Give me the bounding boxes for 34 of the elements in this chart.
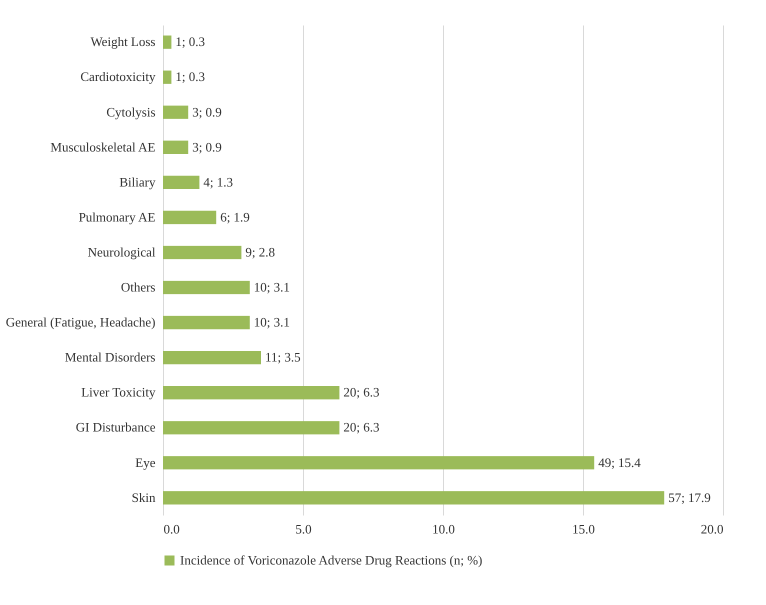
x-tick-label: 10.0: [432, 522, 455, 536]
x-tick-label: 0.0: [164, 522, 180, 536]
y-tick-label: Weight Loss: [90, 34, 156, 50]
data-label: 49; 15.4: [598, 454, 642, 470]
data-label: 11; 3.5: [265, 350, 301, 365]
y-tick-label: Others: [120, 280, 156, 295]
data-label: 6; 1.9: [220, 209, 250, 224]
y-tick-label: Liver Toxicity: [81, 384, 156, 400]
x-tick-label: 5.0: [295, 522, 312, 536]
data-label: 1; 0.3: [175, 34, 206, 50]
data-label: 3; 0.9: [192, 104, 222, 120]
y-tick-label: GI Disturbance: [76, 420, 156, 435]
y-tick-label: Eye: [135, 454, 156, 470]
y-tick-label: Mental Disorders: [64, 350, 156, 365]
legend-label: Incidence of Voriconazole Adverse Drug Reactions (n; %): [180, 552, 482, 568]
y-tick-label: Skin: [132, 490, 156, 505]
data-label: 1; 0.3: [175, 69, 206, 84]
y-tick-label: Cardiotoxicity: [80, 69, 156, 84]
x-tick-label: 15.0: [572, 522, 595, 536]
y-tick-label: Cytolysis: [106, 104, 156, 120]
y-tick-label: Musculoskeletal AE: [50, 139, 156, 154]
x-tick-label: 20.0: [700, 522, 724, 536]
data-label: 20; 6.3: [343, 420, 380, 435]
y-tick-label: Neurological: [88, 244, 156, 260]
data-label: 20; 6.3: [343, 384, 380, 400]
data-label: 3; 0.9: [192, 139, 222, 154]
y-tick-label: Pulmonary AE: [78, 209, 156, 224]
data-label: 57; 17.9: [668, 490, 711, 505]
data-label: 9; 2.8: [245, 244, 276, 260]
data-label: 10; 3.1: [254, 314, 290, 330]
y-tick-label: Biliary: [119, 174, 156, 190]
data-label: 10; 3.1: [254, 280, 290, 295]
data-label: 4; 1.3: [203, 174, 234, 190]
y-tick-label: General (Fatigue, Headache): [6, 314, 156, 330]
